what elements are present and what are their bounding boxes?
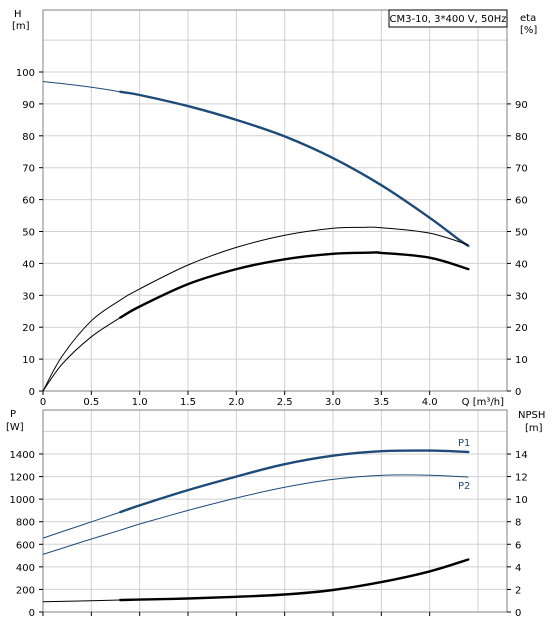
y-left-tick-label: 1000 xyxy=(10,495,35,506)
y-left-tick-label: 800 xyxy=(16,518,35,529)
x-axis-label: Q [m³/h] xyxy=(462,397,504,408)
y-left-tick-label: 1400 xyxy=(10,450,35,461)
y-right-tick-label: 20 xyxy=(515,323,528,334)
x-tick-label: 0 xyxy=(40,397,46,408)
y-right-tick-label: 10 xyxy=(515,355,528,366)
y-left-tick-label: 200 xyxy=(16,585,35,596)
npsh-curve-line-thick xyxy=(119,558,470,602)
y-right-tick-label: 30 xyxy=(515,291,528,302)
y-right-tick-label: 8 xyxy=(515,518,521,529)
y-right-axis-unit: [m] xyxy=(525,423,543,434)
power-p1-curve-line-thin xyxy=(42,450,469,539)
y-left-tick-label: 20 xyxy=(22,323,35,334)
top-plot-frame xyxy=(42,9,508,392)
y-left-tick-label: 50 xyxy=(22,228,35,239)
y-left-tick-label: 0 xyxy=(29,608,35,619)
y-left-tick-label: 100 xyxy=(16,68,35,79)
x-tick-label: 1.5 xyxy=(180,397,196,408)
y-left-tick-label: 40 xyxy=(22,259,35,270)
x-tick-label: 4.0 xyxy=(422,397,438,408)
x-tick-label: 3.0 xyxy=(325,397,341,408)
y-right-tick-label: 0 xyxy=(515,387,521,398)
y-left-tick-label: 400 xyxy=(16,563,35,574)
y-left-tick-label: 90 xyxy=(22,100,35,111)
power-p2-curve-line xyxy=(42,474,469,555)
x-tick-label: 2.5 xyxy=(277,397,293,408)
power-p1-curve-line-thick xyxy=(119,449,470,514)
y-left-tick-label: 0 xyxy=(29,387,35,398)
head-curve-line-thin xyxy=(42,81,469,247)
y-right-tick-label: 50 xyxy=(515,228,528,239)
y-left-tick-label: 1200 xyxy=(10,473,35,484)
series-label-p2: P2 xyxy=(458,481,470,492)
efficiency-curve-2-line-thick xyxy=(119,251,470,319)
y-left-axis-label: P xyxy=(10,409,16,420)
y-right-tick-label: 60 xyxy=(515,196,528,207)
efficiency-curve-2-line-thin xyxy=(42,251,469,392)
y-left-axis-unit: [W] xyxy=(6,422,24,433)
y-right-axis-label: eta xyxy=(520,13,536,24)
y-right-tick-label: 90 xyxy=(515,100,528,111)
y-right-tick-label: 40 xyxy=(515,259,528,270)
y-left-tick-label: 80 xyxy=(22,132,35,143)
y-right-tick-label: 6 xyxy=(515,540,521,551)
y-left-tick-label: 600 xyxy=(16,540,35,551)
head-curve-line-thick xyxy=(119,90,470,248)
y-right-tick-label: 12 xyxy=(515,473,528,484)
y-right-tick-label: 2 xyxy=(515,585,521,596)
chart-title: CM3-10, 3*400 V, 50Hz xyxy=(390,14,507,25)
y-right-tick-label: 70 xyxy=(515,164,528,175)
y-left-tick-label: 30 xyxy=(22,291,35,302)
bottom-plot-frame xyxy=(42,409,508,613)
y-right-axis-label: NPSH xyxy=(518,410,545,421)
y-right-tick-label: 80 xyxy=(515,132,528,143)
x-tick-label: 3.5 xyxy=(373,397,389,408)
y-left-tick-label: 70 xyxy=(22,164,35,175)
y-right-tick-label: 10 xyxy=(515,495,528,506)
efficiency-curve-1-line xyxy=(42,226,469,392)
series-label-p1: P1 xyxy=(458,438,470,449)
y-left-tick-label: 60 xyxy=(22,196,35,207)
y-right-tick-label: 0 xyxy=(515,608,521,619)
x-tick-label: 0.5 xyxy=(83,397,99,408)
y-left-axis-label: H xyxy=(14,9,22,20)
x-tick-label: 1.0 xyxy=(132,397,148,408)
y-right-axis-unit: [%] xyxy=(520,25,537,36)
y-left-axis-unit: [m] xyxy=(12,21,30,32)
y-right-tick-label: 14 xyxy=(515,450,528,461)
x-tick-label: 2.0 xyxy=(228,397,244,408)
y-right-tick-label: 4 xyxy=(515,563,521,574)
y-left-tick-label: 10 xyxy=(22,355,35,366)
title-box xyxy=(388,9,508,28)
